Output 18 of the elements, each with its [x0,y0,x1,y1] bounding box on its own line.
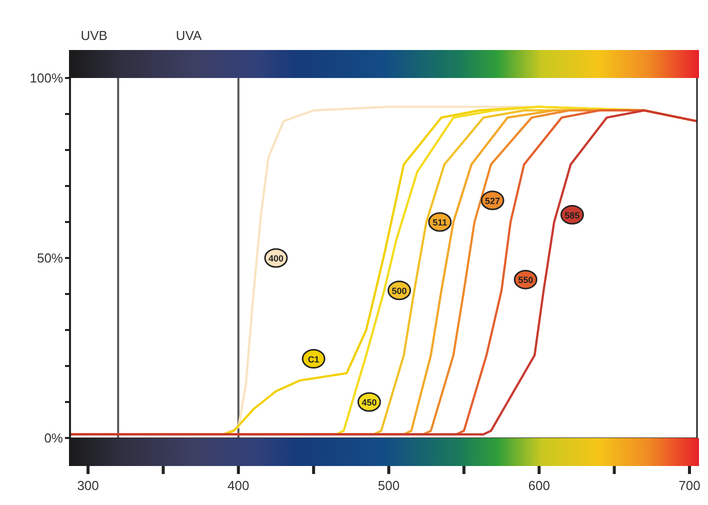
x-tick-label: 500 [378,478,400,493]
series-label: C1 [308,354,320,364]
y-tick-label: 100% [30,70,64,86]
series-label: 450 [362,398,377,408]
x-tick-label: 700 [678,478,700,493]
text: UVA [176,28,202,43]
series-label: 585 [564,210,580,220]
series-label: 550 [518,275,534,286]
x-tick-label: 300 [77,478,99,493]
series-label: 527 [484,196,500,206]
series-label: 500 [392,286,407,296]
series-label: 400 [268,254,284,264]
x-tick-label: 400 [228,478,250,493]
y-tick-label: 50% [36,250,64,266]
x-tick-label: 600 [528,478,550,493]
text: UVB [80,28,108,43]
y-tick-label: 0% [44,430,64,446]
series-label: 511 [432,218,448,228]
